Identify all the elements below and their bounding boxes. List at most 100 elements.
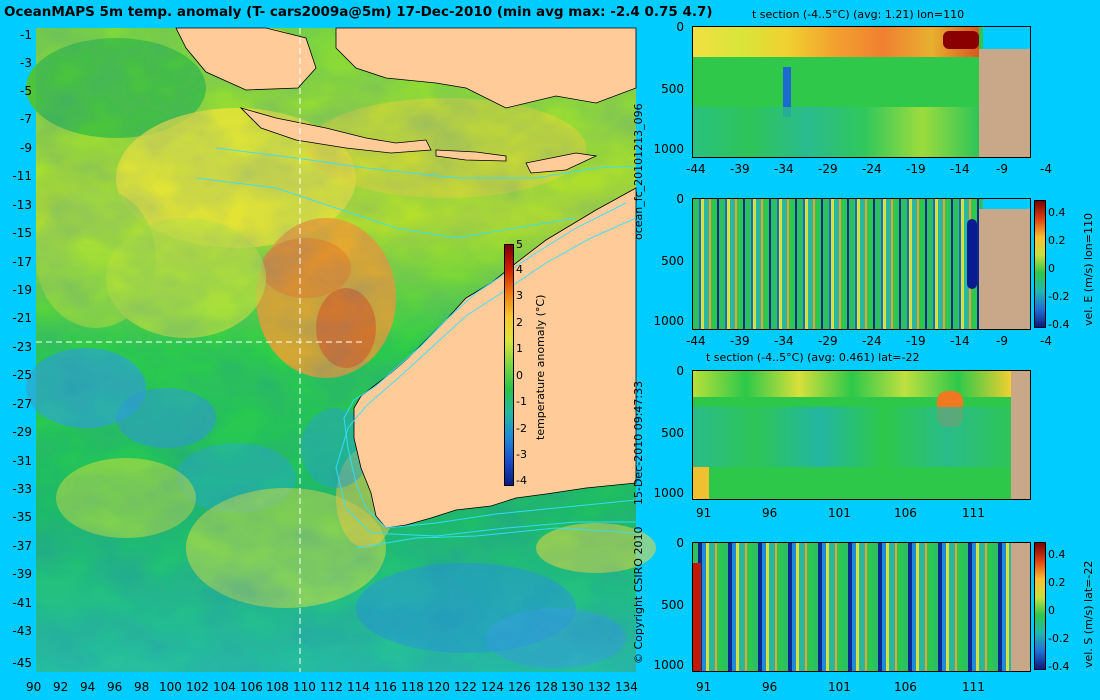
map-colorbar-gradient: [504, 244, 514, 486]
lat-tick: -21: [12, 311, 32, 325]
land-masses: [175, 27, 637, 529]
lat-tick: -1: [20, 28, 32, 42]
panel4-colorbar-tick: -0.2: [1048, 632, 1070, 645]
panel2-yaxis: 0 500 1000: [650, 192, 690, 334]
lon-tick: 100: [159, 680, 182, 694]
lon-tick: 96: [107, 680, 123, 694]
lat-tick: -37: [12, 539, 32, 553]
panel3-section[interactable]: [692, 370, 1031, 500]
panel3-land: [1011, 371, 1030, 499]
lon-tick: 116: [374, 680, 397, 694]
panel3-xtick: 101: [828, 506, 851, 520]
lat-tick: -45: [12, 656, 32, 670]
panel4-xaxis: 91 96 101 106 111: [690, 680, 1050, 696]
panel3-xtick: 96: [762, 506, 778, 520]
panel1-midband: [693, 107, 979, 157]
panel2-ytick: 500: [661, 254, 684, 268]
panel4-colorbar: 0.4 0.2 0 -0.2 -0.4 vel. S (m/s) lat=-22: [1034, 542, 1095, 673]
map-colorbar-tick: 1: [516, 342, 523, 355]
lon-tick: 120: [427, 680, 450, 694]
panel2-xaxis: -44 -39 -34 -29 -24 -19 -14 -9 -4: [686, 334, 1052, 350]
lon-tick: 90: [26, 680, 42, 694]
panel1-xtick: -9: [996, 162, 1008, 176]
panel2-colorbar-label: vel. E (m/s) lon=110: [1082, 213, 1095, 326]
panel3-yaxis: 0 500 1000: [650, 364, 690, 506]
panel2-xtick: -39: [730, 334, 750, 348]
lon-tick: 94: [80, 680, 96, 694]
panel3-ytick: 1000: [653, 486, 684, 500]
panel1-xtick: -39: [730, 162, 750, 176]
lat-tick: -17: [12, 255, 32, 269]
lat-tick: -19: [12, 283, 32, 297]
lat-tick: -33: [12, 482, 32, 496]
panel3-ytick: 500: [661, 426, 684, 440]
panel1-xtick: -29: [818, 162, 838, 176]
panel1-ytick: 0: [676, 20, 684, 34]
panel4-section[interactable]: [692, 542, 1031, 672]
lon-tick: 118: [401, 680, 424, 694]
panel2-land: [979, 209, 1030, 329]
anomaly-map[interactable]: [26, 27, 656, 672]
panel1-section[interactable]: [692, 26, 1031, 158]
lat-tick: -27: [12, 397, 32, 411]
panel2-land-top: [983, 199, 1030, 209]
lon-tick: 110: [293, 680, 316, 694]
map-colorbar-tick: 5: [516, 238, 523, 251]
lon-tick: 106: [240, 680, 263, 694]
panel4-colorbar-tick: 0: [1048, 604, 1055, 617]
panel2-colorbar-gradient: [1034, 200, 1046, 328]
lat-tick: -39: [12, 567, 32, 581]
panel4-ytick: 500: [661, 598, 684, 612]
lat-tick: -5: [20, 84, 32, 98]
map-colorbar-tick: 4: [516, 263, 523, 276]
panel1-xtick: -19: [906, 162, 926, 176]
panel3-surface: [693, 371, 1011, 397]
panel4-ytick: 0: [676, 536, 684, 550]
panel1-xtick: -14: [950, 162, 970, 176]
lat-tick: -15: [12, 226, 32, 240]
panel3-xtick: 91: [696, 506, 712, 520]
run-id-label: ocean_fc_20101213_096: [632, 103, 645, 240]
panel1-streak: [783, 67, 791, 117]
panel4-colorbar-gradient: [1034, 542, 1046, 670]
panel3-ytick: 0: [676, 364, 684, 378]
panel2-xtick: -19: [906, 334, 926, 348]
map-colorbar: 5 4 3 2 1 0 -1 -2 -3 -4 temperature anom…: [504, 238, 547, 487]
panel4-xtick: 96: [762, 680, 778, 694]
map-colorbar-tick: -3: [516, 448, 527, 461]
panel2-colorbar-tick: 0: [1048, 262, 1055, 275]
map-colorbar-tick: 0: [516, 369, 523, 382]
panel4-ytick: 1000: [653, 658, 684, 672]
panel2-xtick: -14: [950, 334, 970, 348]
panel1-xtick: -34: [774, 162, 794, 176]
timestamp-label: 15-Dec-2010 09:47:33: [632, 380, 645, 505]
map-colorbar-label: temperature anomaly (°C): [534, 294, 547, 440]
map-colorbar-tick: -4: [516, 474, 527, 487]
lon-axis: 90 92 94 96 98 100 102 104 106 108 110 1…: [26, 680, 646, 696]
map-colorbar-tick: 3: [516, 289, 523, 302]
lat-axis: -1 -3 -5 -7 -9 -11 -13 -15 -17 -19 -21 -…: [2, 28, 34, 672]
lon-tick: 104: [213, 680, 236, 694]
lat-tick: -41: [12, 596, 32, 610]
lon-tick: 102: [186, 680, 209, 694]
panel1-warm-surface: [693, 27, 979, 57]
panel1-ytick: 500: [661, 82, 684, 96]
panel1-hot-spot: [943, 31, 979, 49]
panel4-xtick: 106: [894, 680, 917, 694]
main-title: OceanMAPS 5m temp. anomaly (T- cars2009a…: [4, 4, 713, 20]
lon-tick: 108: [266, 680, 289, 694]
panel2-section[interactable]: [692, 198, 1031, 330]
lat-tick: -3: [20, 56, 32, 70]
panel1-xtick: -24: [862, 162, 882, 176]
lon-tick: 124: [481, 680, 504, 694]
panel2-colorbar-tick: -0.4: [1048, 318, 1070, 331]
panel4-yaxis: 0 500 1000: [650, 536, 690, 678]
lon-tick: 134: [615, 680, 638, 694]
panel3-xaxis: 91 96 101 106 111: [690, 506, 1050, 522]
lon-tick: 112: [320, 680, 343, 694]
map-colorbar-tick: -2: [516, 422, 527, 435]
panel4-red-edge: [693, 563, 701, 671]
panel2-ytick: 0: [676, 192, 684, 206]
panel3-mid: [693, 407, 1011, 467]
lat-tick: -23: [12, 340, 32, 354]
